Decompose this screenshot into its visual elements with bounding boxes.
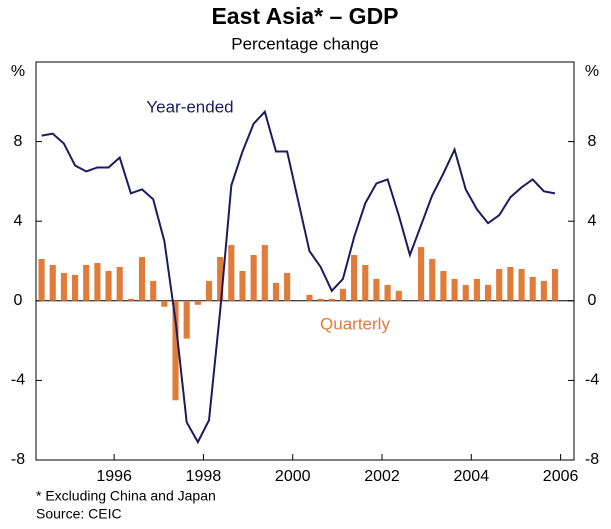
bar bbox=[60, 272, 67, 301]
bar bbox=[529, 276, 536, 301]
bar bbox=[284, 272, 291, 301]
bar bbox=[362, 264, 369, 301]
y-tick-label: 8 bbox=[14, 133, 23, 150]
y2-tick-label: 0 bbox=[588, 292, 597, 309]
bar bbox=[351, 255, 358, 301]
y2-tick-label: 8 bbox=[588, 133, 597, 150]
y2-axis-label: % bbox=[585, 63, 599, 80]
bar bbox=[49, 264, 56, 301]
bar bbox=[250, 255, 257, 301]
bar bbox=[71, 274, 79, 301]
bar bbox=[395, 290, 402, 301]
x-tick-label: 1996 bbox=[96, 468, 132, 485]
y2-tick-label: 4 bbox=[588, 212, 597, 229]
bar bbox=[217, 257, 224, 301]
x-tick-label: 2002 bbox=[364, 468, 400, 485]
bar bbox=[127, 298, 134, 301]
bar bbox=[551, 268, 559, 301]
bar bbox=[496, 268, 503, 301]
bar bbox=[440, 270, 447, 301]
series-label: Quarterly bbox=[320, 314, 390, 333]
bar bbox=[540, 280, 547, 301]
x-tick-label: 2000 bbox=[275, 468, 311, 485]
bar bbox=[38, 259, 45, 301]
bar bbox=[150, 280, 157, 301]
x-tick-label: 1998 bbox=[186, 468, 222, 485]
plot-frame bbox=[35, 61, 575, 461]
y2-tick-label: -4 bbox=[585, 372, 599, 389]
bar bbox=[518, 268, 525, 301]
bar bbox=[161, 300, 168, 307]
bar bbox=[339, 288, 347, 301]
y-tick-label: -8 bbox=[11, 451, 25, 468]
bar bbox=[306, 294, 313, 301]
source: Source: CEIC bbox=[36, 506, 122, 522]
y2-tick-label: -8 bbox=[585, 451, 599, 468]
bar bbox=[261, 245, 268, 301]
bar bbox=[373, 278, 380, 301]
bar bbox=[194, 300, 201, 305]
bar bbox=[183, 300, 190, 339]
bar bbox=[272, 282, 280, 301]
line bbox=[41, 109, 556, 445]
footnote: * Excluding China and Japan bbox=[36, 488, 216, 504]
chart-subtitle: Percentage change bbox=[231, 34, 378, 53]
bar bbox=[484, 284, 492, 301]
bar bbox=[228, 245, 235, 301]
bar bbox=[172, 300, 179, 401]
bar bbox=[507, 266, 514, 301]
bar bbox=[451, 278, 458, 301]
y-tick-label: 4 bbox=[14, 212, 23, 229]
bar bbox=[239, 270, 246, 301]
y-axis-label: % bbox=[11, 63, 25, 80]
bar bbox=[94, 262, 101, 301]
bar bbox=[105, 270, 112, 301]
bar bbox=[116, 266, 123, 301]
y-tick-label: 0 bbox=[14, 292, 23, 309]
bar bbox=[418, 247, 425, 301]
bar bbox=[462, 284, 469, 301]
x-tick-label: 2004 bbox=[454, 468, 490, 485]
bar bbox=[138, 257, 146, 301]
bar bbox=[429, 259, 436, 301]
bar bbox=[473, 278, 480, 301]
bar bbox=[384, 284, 391, 301]
bar bbox=[205, 280, 213, 301]
bar bbox=[328, 298, 335, 301]
bar bbox=[83, 264, 90, 301]
x-tick-label: 2006 bbox=[543, 468, 579, 485]
bar bbox=[317, 298, 324, 301]
chart-title: East Asia* – GDP bbox=[211, 3, 398, 29]
series-label: Year-ended bbox=[146, 97, 233, 116]
y-tick-label: -4 bbox=[11, 372, 25, 389]
